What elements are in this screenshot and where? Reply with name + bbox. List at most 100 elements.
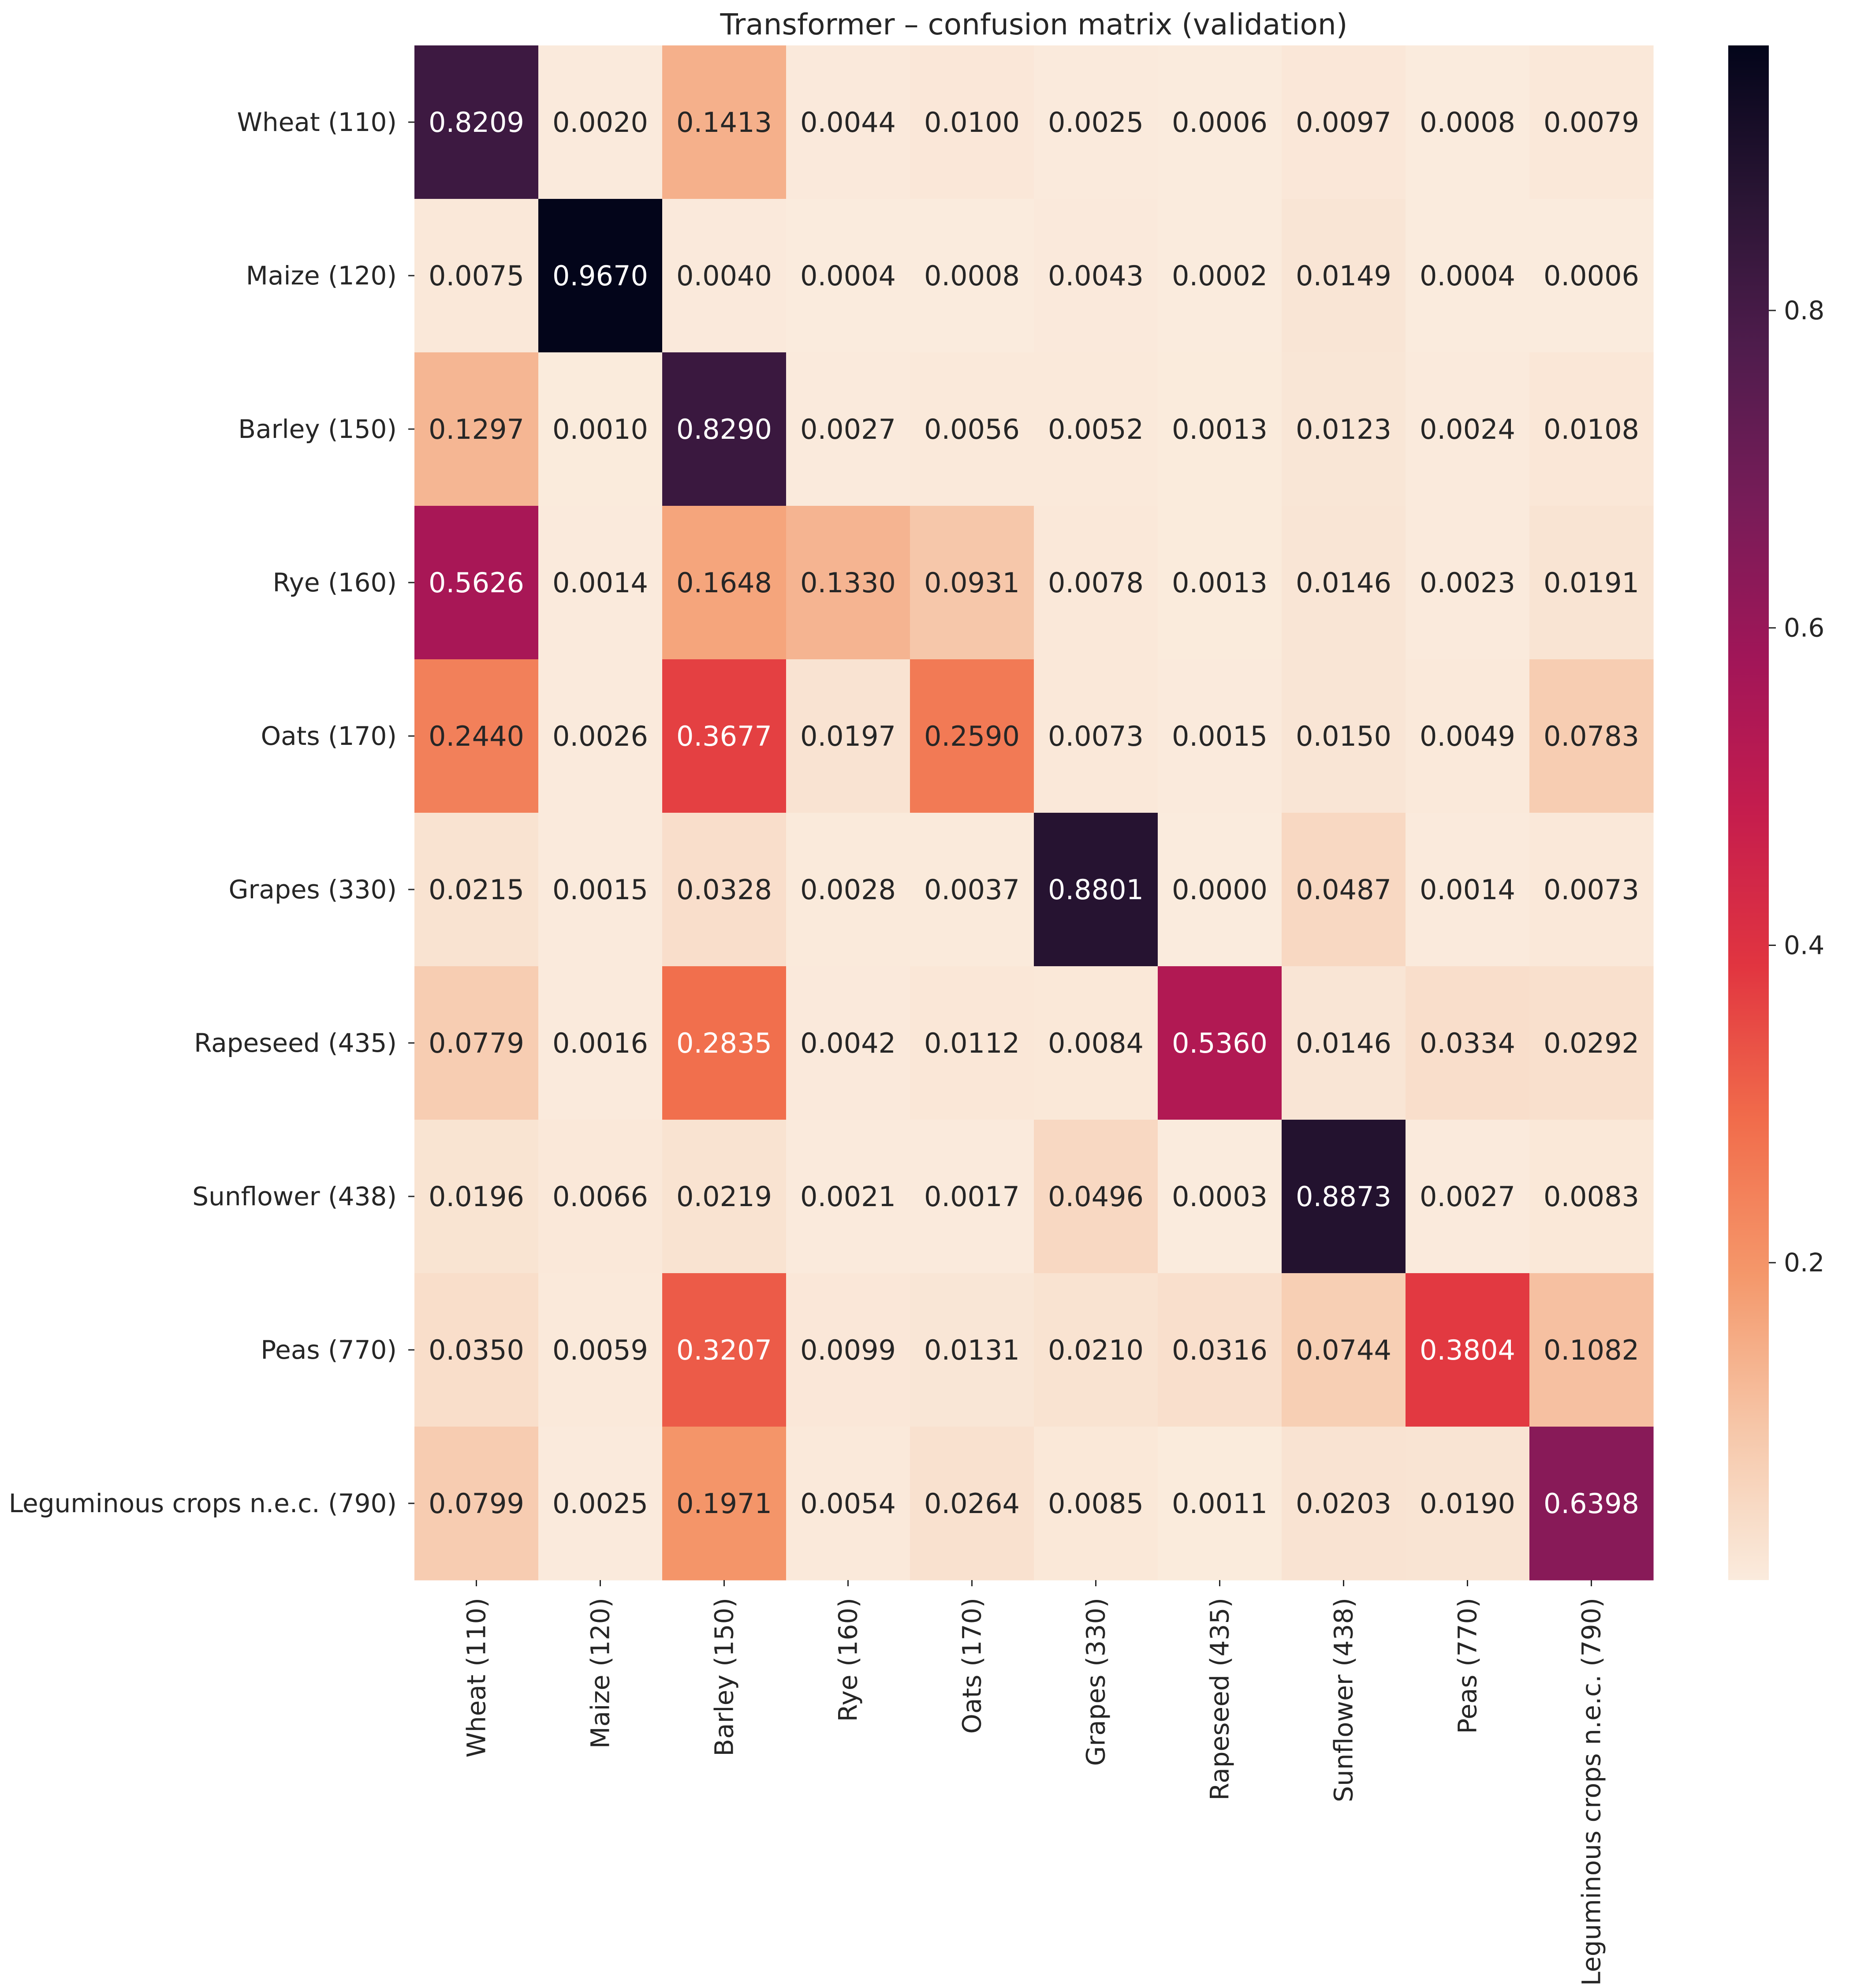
- heatmap-cell: [1406, 1427, 1530, 1581]
- cell-value-label: 0.0078: [1048, 567, 1144, 599]
- heatmap-cell: [662, 45, 787, 199]
- cell-value-label: 0.0210: [1048, 1334, 1144, 1366]
- cell-value-label: 0.0025: [552, 1487, 648, 1520]
- cell-value-label: 0.0350: [429, 1334, 524, 1366]
- cell-value-label: 0.3804: [1420, 1334, 1515, 1366]
- heatmap-cell: [662, 199, 787, 353]
- cell-value-label: 0.0099: [800, 1334, 896, 1366]
- cell-value-label: 0.0006: [1544, 260, 1639, 292]
- cell-value-label: 0.0292: [1544, 1027, 1639, 1059]
- heatmap-cell: [1158, 813, 1282, 967]
- cell-value-label: 0.0004: [1420, 260, 1515, 292]
- cell-value-label: 0.0027: [800, 413, 896, 445]
- cell-value-label: 0.0011: [1172, 1487, 1268, 1520]
- heatmap-cell: [1406, 506, 1530, 660]
- heatmap-cell: [1406, 813, 1530, 967]
- heatmap-cell: [662, 352, 787, 506]
- cell-value-label: 0.0075: [429, 260, 524, 292]
- heatmap-cell: [1034, 1273, 1158, 1427]
- cell-value-label: 0.0024: [1420, 413, 1515, 445]
- heatmap-cell: [414, 813, 539, 967]
- heatmap-cell: [1034, 45, 1158, 199]
- cell-value-label: 0.0079: [1544, 106, 1639, 138]
- heatmap-cell: [1529, 966, 1654, 1120]
- cell-value-label: 0.0015: [552, 874, 648, 906]
- cell-value-label: 0.0073: [1544, 874, 1639, 906]
- heatmap-cells: 0.8209 0.0020 0.1413 0.0044 0.0100 0.0025 0.00…: [414, 45, 1654, 1581]
- heatmap-cell: [538, 1273, 663, 1427]
- heatmap-cell: [1282, 1273, 1406, 1427]
- heatmap-cell: [414, 1120, 539, 1274]
- cell-value-label: 0.0931: [924, 567, 1020, 599]
- heatmap-cell: [910, 813, 1034, 967]
- heatmap-cell: [1034, 1427, 1158, 1581]
- heatmap-cell: [414, 352, 539, 506]
- cell-value-label: 0.0131: [924, 1334, 1020, 1366]
- heatmap-cell: [1158, 1427, 1282, 1581]
- colorbar-tick-label: 0.4: [1784, 930, 1824, 960]
- heatmap-cell: [1282, 966, 1406, 1120]
- cell-value-label: 0.0197: [800, 720, 896, 752]
- cell-value-label: 0.9670: [552, 260, 648, 292]
- row-label: Oats (170): [261, 721, 397, 751]
- row-label: Wheat (110): [237, 107, 397, 137]
- heatmap-cell: [662, 813, 787, 967]
- cell-value-label: 0.8290: [676, 413, 772, 445]
- cell-value-label: 0.0100: [924, 106, 1020, 138]
- heatmap-cell: [414, 199, 539, 353]
- cell-value-label: 0.0008: [1420, 106, 1515, 138]
- heatmap-cell: [414, 1427, 539, 1581]
- cell-value-label: 0.0054: [800, 1487, 896, 1520]
- heatmap-cell: [1529, 659, 1654, 813]
- heatmap-cell: [1282, 45, 1406, 199]
- colorbar-tick-label: 0.2: [1784, 1248, 1824, 1278]
- heatmap-cell: [1034, 352, 1158, 506]
- heatmap-cell: [1158, 199, 1282, 353]
- cell-value-label: 0.0040: [676, 260, 772, 292]
- cell-value-label: 0.0146: [1296, 1027, 1391, 1059]
- column-label: Wheat (110): [462, 1598, 492, 1757]
- cell-value-label: 0.1297: [429, 413, 524, 445]
- cell-value-label: 0.0146: [1296, 567, 1391, 599]
- cell-value-label: 0.3677: [676, 720, 772, 752]
- cell-value-label: 0.0042: [800, 1027, 896, 1059]
- row-label: Sunflower (438): [192, 1181, 397, 1211]
- cell-value-label: 0.0016: [552, 1027, 648, 1059]
- row-label: Rapeseed (435): [194, 1028, 397, 1058]
- heatmap-cell: [1034, 659, 1158, 813]
- heatmap-cell: [1529, 199, 1654, 353]
- cell-value-label: 0.0083: [1544, 1181, 1639, 1213]
- cell-value-label: 0.0037: [924, 874, 1020, 906]
- row-label: Rye (160): [272, 568, 397, 598]
- heatmap-cell: [538, 45, 663, 199]
- heatmap-cell: [1406, 966, 1530, 1120]
- heatmap-cell: [1158, 352, 1282, 506]
- heatmap-cell: [1282, 1120, 1406, 1274]
- heatmap-cell: [1529, 45, 1654, 199]
- colorbar-tick-label: 0.6: [1784, 613, 1824, 643]
- heatmap-cell: [910, 45, 1034, 199]
- cell-value-label: 0.1330: [800, 567, 896, 599]
- heatmap-cell: [1158, 966, 1282, 1120]
- heatmap-cell: [1158, 45, 1282, 199]
- colorbar: 0.2 0.4 0.6 0.8: [1728, 45, 1824, 1580]
- heatmap-cell: [910, 352, 1034, 506]
- heatmap-cell: [910, 1427, 1034, 1581]
- colorbar-tick-label: 0.8: [1784, 295, 1824, 325]
- cell-value-label: 0.3207: [676, 1334, 772, 1366]
- cell-value-label: 0.0014: [1420, 874, 1515, 906]
- heatmap-cell: [1282, 813, 1406, 967]
- heatmap-cell: [1158, 1120, 1282, 1274]
- cell-value-label: 0.0021: [800, 1181, 896, 1213]
- cell-value-label: 0.0123: [1296, 413, 1391, 445]
- cell-value-label: 0.1648: [676, 567, 772, 599]
- heatmap-cell: [910, 1120, 1034, 1274]
- cell-value-label: 0.0149: [1296, 260, 1391, 292]
- heatmap-cell: [538, 659, 663, 813]
- heatmap-cell: [414, 659, 539, 813]
- heatmap-cell: [1406, 1273, 1530, 1427]
- cell-value-label: 0.0023: [1420, 567, 1515, 599]
- cell-value-label: 0.5360: [1172, 1027, 1268, 1059]
- cell-value-label: 0.0017: [924, 1181, 1020, 1213]
